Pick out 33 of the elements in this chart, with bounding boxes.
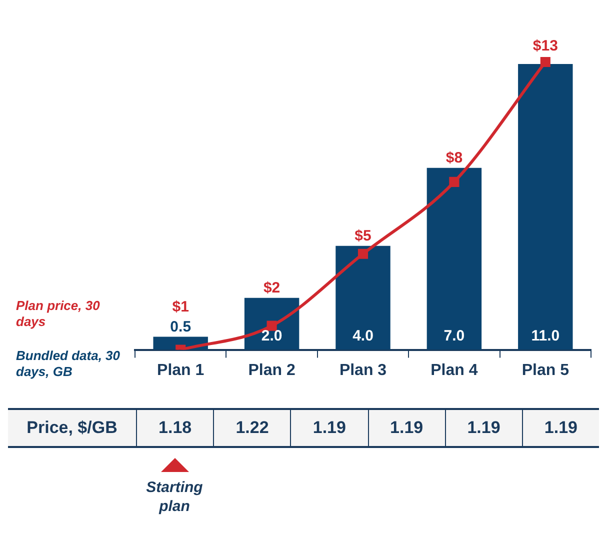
- point: [540, 56, 550, 68]
- point: [266, 320, 277, 331]
- data-label: 7.0: [444, 327, 465, 344]
- text: Bundled data, 30 days, GB: [16, 348, 122, 380]
- x-tick-label: Plan 2: [248, 362, 296, 379]
- text: Price, $/GB: [26, 417, 118, 439]
- x-tick-label: Plan 5: [522, 362, 570, 379]
- bar: [336, 246, 390, 350]
- text: Plan price, 30 days: [16, 298, 101, 330]
- data-label: 11.0: [531, 327, 560, 344]
- text: 1.18: [136, 410, 214, 446]
- data-label: 2.0: [261, 327, 282, 344]
- text: 1.19: [522, 410, 600, 446]
- data-label: 0.5: [170, 318, 192, 336]
- point: [358, 248, 368, 259]
- data-label: $13: [532, 38, 558, 55]
- x-tick-label: Plan 3: [339, 362, 387, 379]
- bar: [244, 298, 300, 350]
- data-label: 4.0: [352, 327, 374, 344]
- x-tick-label: Plan 4: [430, 362, 478, 379]
- text: 1.22: [213, 410, 290, 446]
- text: 1.19: [368, 410, 445, 446]
- point: [449, 176, 460, 187]
- data-label: $2: [263, 279, 280, 296]
- data-label: $5: [354, 228, 372, 245]
- data-label: $1: [172, 298, 189, 316]
- data-label: $8: [446, 150, 463, 167]
- x-tick-label: Plan 1: [157, 362, 204, 379]
- bar: [518, 64, 573, 350]
- text: 1.19: [444, 410, 522, 446]
- bar: [426, 168, 482, 350]
- text: Starting plan: [145, 478, 204, 516]
- text: 1.19: [290, 410, 368, 446]
